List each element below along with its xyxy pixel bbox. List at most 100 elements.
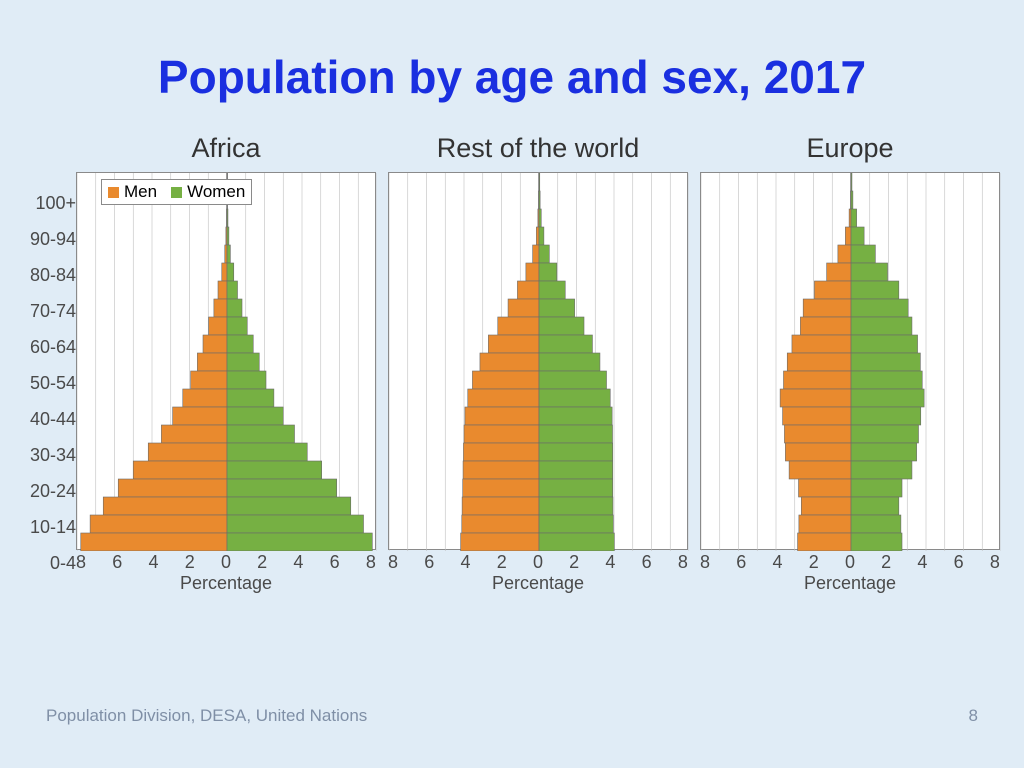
x-tick-label: 2 bbox=[569, 552, 579, 573]
bar-men bbox=[133, 461, 227, 479]
bar-women bbox=[851, 371, 922, 389]
bar-men bbox=[827, 263, 851, 281]
bar-men bbox=[480, 353, 539, 371]
bar-men bbox=[498, 317, 539, 335]
bar-men bbox=[209, 317, 227, 335]
x-tick-label: 4 bbox=[605, 552, 615, 573]
bar-women bbox=[227, 281, 238, 299]
pyramid-panel: Europe864202468Percentage bbox=[700, 124, 1000, 594]
x-tick-label: 4 bbox=[293, 552, 303, 573]
bar-men bbox=[463, 461, 539, 479]
bar-women bbox=[851, 389, 924, 407]
x-tick-label: 8 bbox=[388, 552, 398, 573]
x-tick-label: 2 bbox=[257, 552, 267, 573]
bar-women bbox=[227, 317, 247, 335]
bar-men bbox=[462, 497, 539, 515]
legend-item-women: Women bbox=[171, 182, 245, 202]
bar-men bbox=[526, 263, 539, 281]
bar-men bbox=[225, 245, 227, 263]
panel-host: AfricaMenWomen864202468PercentageRest of… bbox=[76, 124, 1000, 594]
bar-men bbox=[214, 299, 227, 317]
bar-men bbox=[173, 407, 227, 425]
bar-men bbox=[465, 407, 539, 425]
bar-men bbox=[838, 245, 851, 263]
slide: Population by age and sex, 2017 100+90-9… bbox=[0, 0, 1024, 768]
bar-women bbox=[227, 497, 351, 515]
x-tick-label: 2 bbox=[497, 552, 507, 573]
x-tick-label: 8 bbox=[366, 552, 376, 573]
bar-men bbox=[783, 407, 851, 425]
bar-women bbox=[539, 299, 575, 317]
y-tick-label: 90-94 bbox=[8, 230, 76, 266]
x-tick-label: 8 bbox=[76, 552, 86, 573]
bar-women bbox=[227, 353, 259, 371]
bar-women bbox=[851, 515, 901, 533]
bar-men bbox=[463, 443, 539, 461]
bar-women bbox=[539, 533, 614, 551]
y-tick-label: 80-84 bbox=[8, 266, 76, 302]
bar-women bbox=[539, 425, 613, 443]
bar-men bbox=[463, 479, 539, 497]
legend-swatch-women bbox=[171, 187, 182, 198]
bar-women bbox=[851, 209, 857, 227]
y-tick-label: 40-44 bbox=[8, 410, 76, 446]
x-tick-label: 4 bbox=[460, 552, 470, 573]
bar-women bbox=[539, 461, 613, 479]
legend-item-men: Men bbox=[108, 182, 157, 202]
bar-women bbox=[227, 389, 274, 407]
bar-women bbox=[851, 299, 908, 317]
bar-men bbox=[472, 371, 539, 389]
bar-women bbox=[851, 353, 920, 371]
bar-men bbox=[536, 227, 539, 245]
bar-women bbox=[539, 317, 584, 335]
bar-women bbox=[227, 263, 234, 281]
x-tick-label: 8 bbox=[678, 552, 688, 573]
bar-women bbox=[539, 263, 557, 281]
bar-men bbox=[517, 281, 539, 299]
bar-women bbox=[539, 371, 607, 389]
x-axis-label: Percentage bbox=[492, 573, 584, 594]
x-tick-label: 0 bbox=[533, 552, 543, 573]
legend-label-men: Men bbox=[124, 182, 157, 202]
bar-men bbox=[222, 263, 227, 281]
bar-women bbox=[539, 479, 613, 497]
pyramid-panel: Rest of the world864202468Percentage bbox=[388, 124, 688, 594]
bar-men bbox=[468, 389, 539, 407]
bar-women bbox=[851, 425, 919, 443]
footer-source: Population Division, DESA, United Nation… bbox=[46, 706, 367, 726]
x-tick-label: 2 bbox=[185, 552, 195, 573]
bar-men bbox=[785, 443, 851, 461]
bar-women bbox=[227, 299, 242, 317]
bar-women bbox=[539, 245, 549, 263]
bar-women bbox=[227, 245, 230, 263]
bar-women bbox=[539, 443, 613, 461]
bar-men bbox=[799, 515, 851, 533]
bar-women bbox=[539, 209, 541, 227]
panels-row: 100+90-9480-8470-7460-6450-5440-4430-342… bbox=[8, 124, 1016, 594]
x-ticks: 864202468 bbox=[700, 552, 1000, 573]
bar-men bbox=[148, 443, 227, 461]
bar-women bbox=[851, 497, 899, 515]
x-tick-label: 6 bbox=[954, 552, 964, 573]
bar-men bbox=[845, 227, 851, 245]
x-tick-label: 6 bbox=[112, 552, 122, 573]
bar-men bbox=[784, 371, 852, 389]
legend: Men Women bbox=[101, 179, 252, 205]
x-ticks: 864202468 bbox=[388, 552, 688, 573]
bar-women bbox=[227, 371, 266, 389]
bar-men bbox=[798, 533, 851, 551]
bar-women bbox=[227, 515, 364, 533]
bar-men bbox=[118, 479, 227, 497]
bar-men bbox=[81, 533, 227, 551]
bar-women bbox=[227, 407, 283, 425]
bar-men bbox=[784, 425, 851, 443]
bar-women bbox=[227, 209, 228, 227]
bar-women bbox=[851, 533, 902, 551]
x-tick-label: 4 bbox=[148, 552, 158, 573]
bar-women bbox=[851, 479, 902, 497]
bar-men bbox=[803, 299, 851, 317]
legend-swatch-men bbox=[108, 187, 119, 198]
pyramid-plot bbox=[700, 172, 1000, 550]
y-tick-label: 10-14 bbox=[8, 518, 76, 554]
y-axis-labels: 100+90-9480-8470-7460-6450-5440-4430-342… bbox=[8, 124, 76, 590]
